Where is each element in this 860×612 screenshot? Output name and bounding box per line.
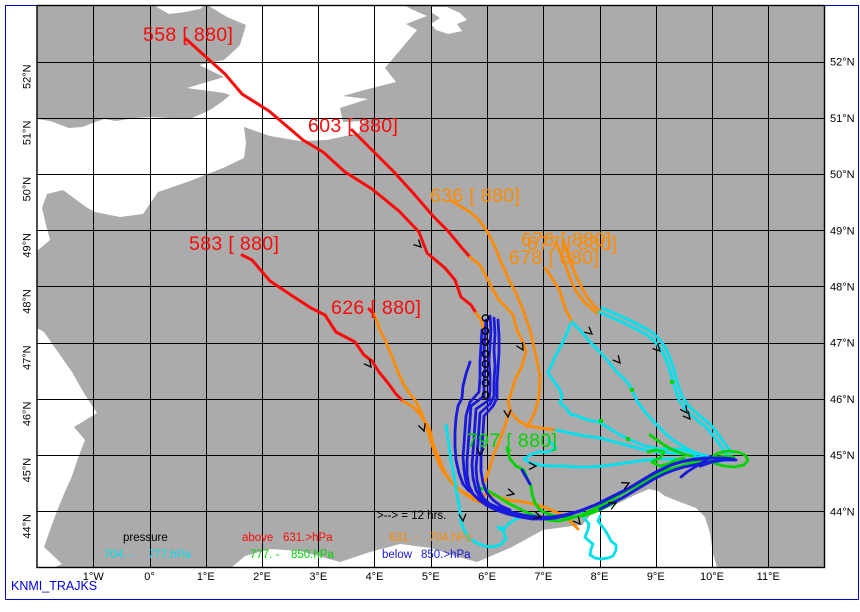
svg-text:850.>hPa: 850.>hPa: [421, 549, 471, 561]
svg-text:44°N: 44°N: [22, 514, 34, 539]
svg-text:above: above: [242, 532, 273, 544]
svg-text:850.hPa: 850.hPa: [291, 549, 334, 561]
svg-text:777.hPa: 777.hPa: [148, 549, 191, 561]
svg-text:48°N: 48°N: [22, 289, 34, 314]
svg-text:0°: 0°: [144, 571, 155, 583]
svg-text:1°E: 1°E: [197, 571, 215, 583]
svg-text:50°N: 50°N: [22, 177, 34, 202]
svg-text:8°E: 8°E: [591, 571, 609, 583]
svg-text:678 [ 880]: 678 [ 880]: [509, 247, 599, 269]
svg-text:>--> = 12 hrs.: >--> = 12 hrs.: [377, 510, 446, 522]
svg-text:49°N: 49°N: [830, 225, 855, 237]
svg-text:603 [ 880]: 603 [ 880]: [308, 115, 398, 137]
svg-text:46°N: 46°N: [830, 394, 855, 406]
svg-text:636 [ 880]: 636 [ 880]: [430, 185, 520, 207]
svg-text:704. -: 704. -: [104, 549, 134, 561]
svg-text:11°E: 11°E: [757, 571, 780, 583]
svg-text:51°N: 51°N: [830, 113, 855, 125]
svg-text:KNMI_TRAJKS: KNMI_TRAJKS: [11, 579, 97, 593]
svg-text:51°N: 51°N: [22, 121, 34, 146]
svg-text:49°N: 49°N: [22, 233, 34, 258]
svg-text:52°N: 52°N: [22, 64, 34, 89]
svg-text:48°N: 48°N: [830, 282, 855, 294]
svg-text:631.>hPa: 631.>hPa: [283, 532, 333, 544]
svg-text:9°E: 9°E: [647, 571, 665, 583]
svg-text:583 [ 880]: 583 [ 880]: [189, 233, 279, 255]
svg-text:4°E: 4°E: [366, 571, 384, 583]
svg-text:797 [ 880]: 797 [ 880]: [467, 430, 557, 452]
svg-text:44°N: 44°N: [830, 506, 855, 518]
svg-text:2°E: 2°E: [253, 571, 271, 583]
svg-text:5°E: 5°E: [422, 571, 440, 583]
svg-text:45°N: 45°N: [830, 450, 855, 462]
svg-text:45°N: 45°N: [22, 458, 34, 483]
svg-text:50°N: 50°N: [830, 169, 855, 181]
svg-text:777. -: 777. -: [250, 549, 280, 561]
svg-text:631. -: 631. -: [389, 532, 419, 544]
svg-text:676 [ 880]: 676 [ 880]: [521, 229, 611, 251]
svg-text:3°E: 3°E: [309, 571, 327, 583]
svg-text:558 [ 880]: 558 [ 880]: [143, 24, 233, 46]
svg-text:52°N: 52°N: [830, 57, 855, 69]
svg-text:pressure: pressure: [123, 532, 168, 544]
svg-text:7°E: 7°E: [534, 571, 552, 583]
svg-text:704.hPa: 704.hPa: [429, 532, 472, 544]
svg-text:below: below: [382, 549, 413, 561]
svg-text:6°E: 6°E: [478, 571, 496, 583]
svg-text:46°N: 46°N: [22, 402, 34, 427]
svg-text:626 [ 880]: 626 [ 880]: [331, 297, 421, 319]
svg-text:47°N: 47°N: [830, 338, 855, 350]
svg-text:1°W: 1°W: [83, 571, 105, 583]
svg-text:10°E: 10°E: [700, 571, 724, 583]
svg-text:47°N: 47°N: [22, 345, 34, 370]
svg-text:677 [ 880]: 677 [ 880]: [527, 233, 617, 255]
